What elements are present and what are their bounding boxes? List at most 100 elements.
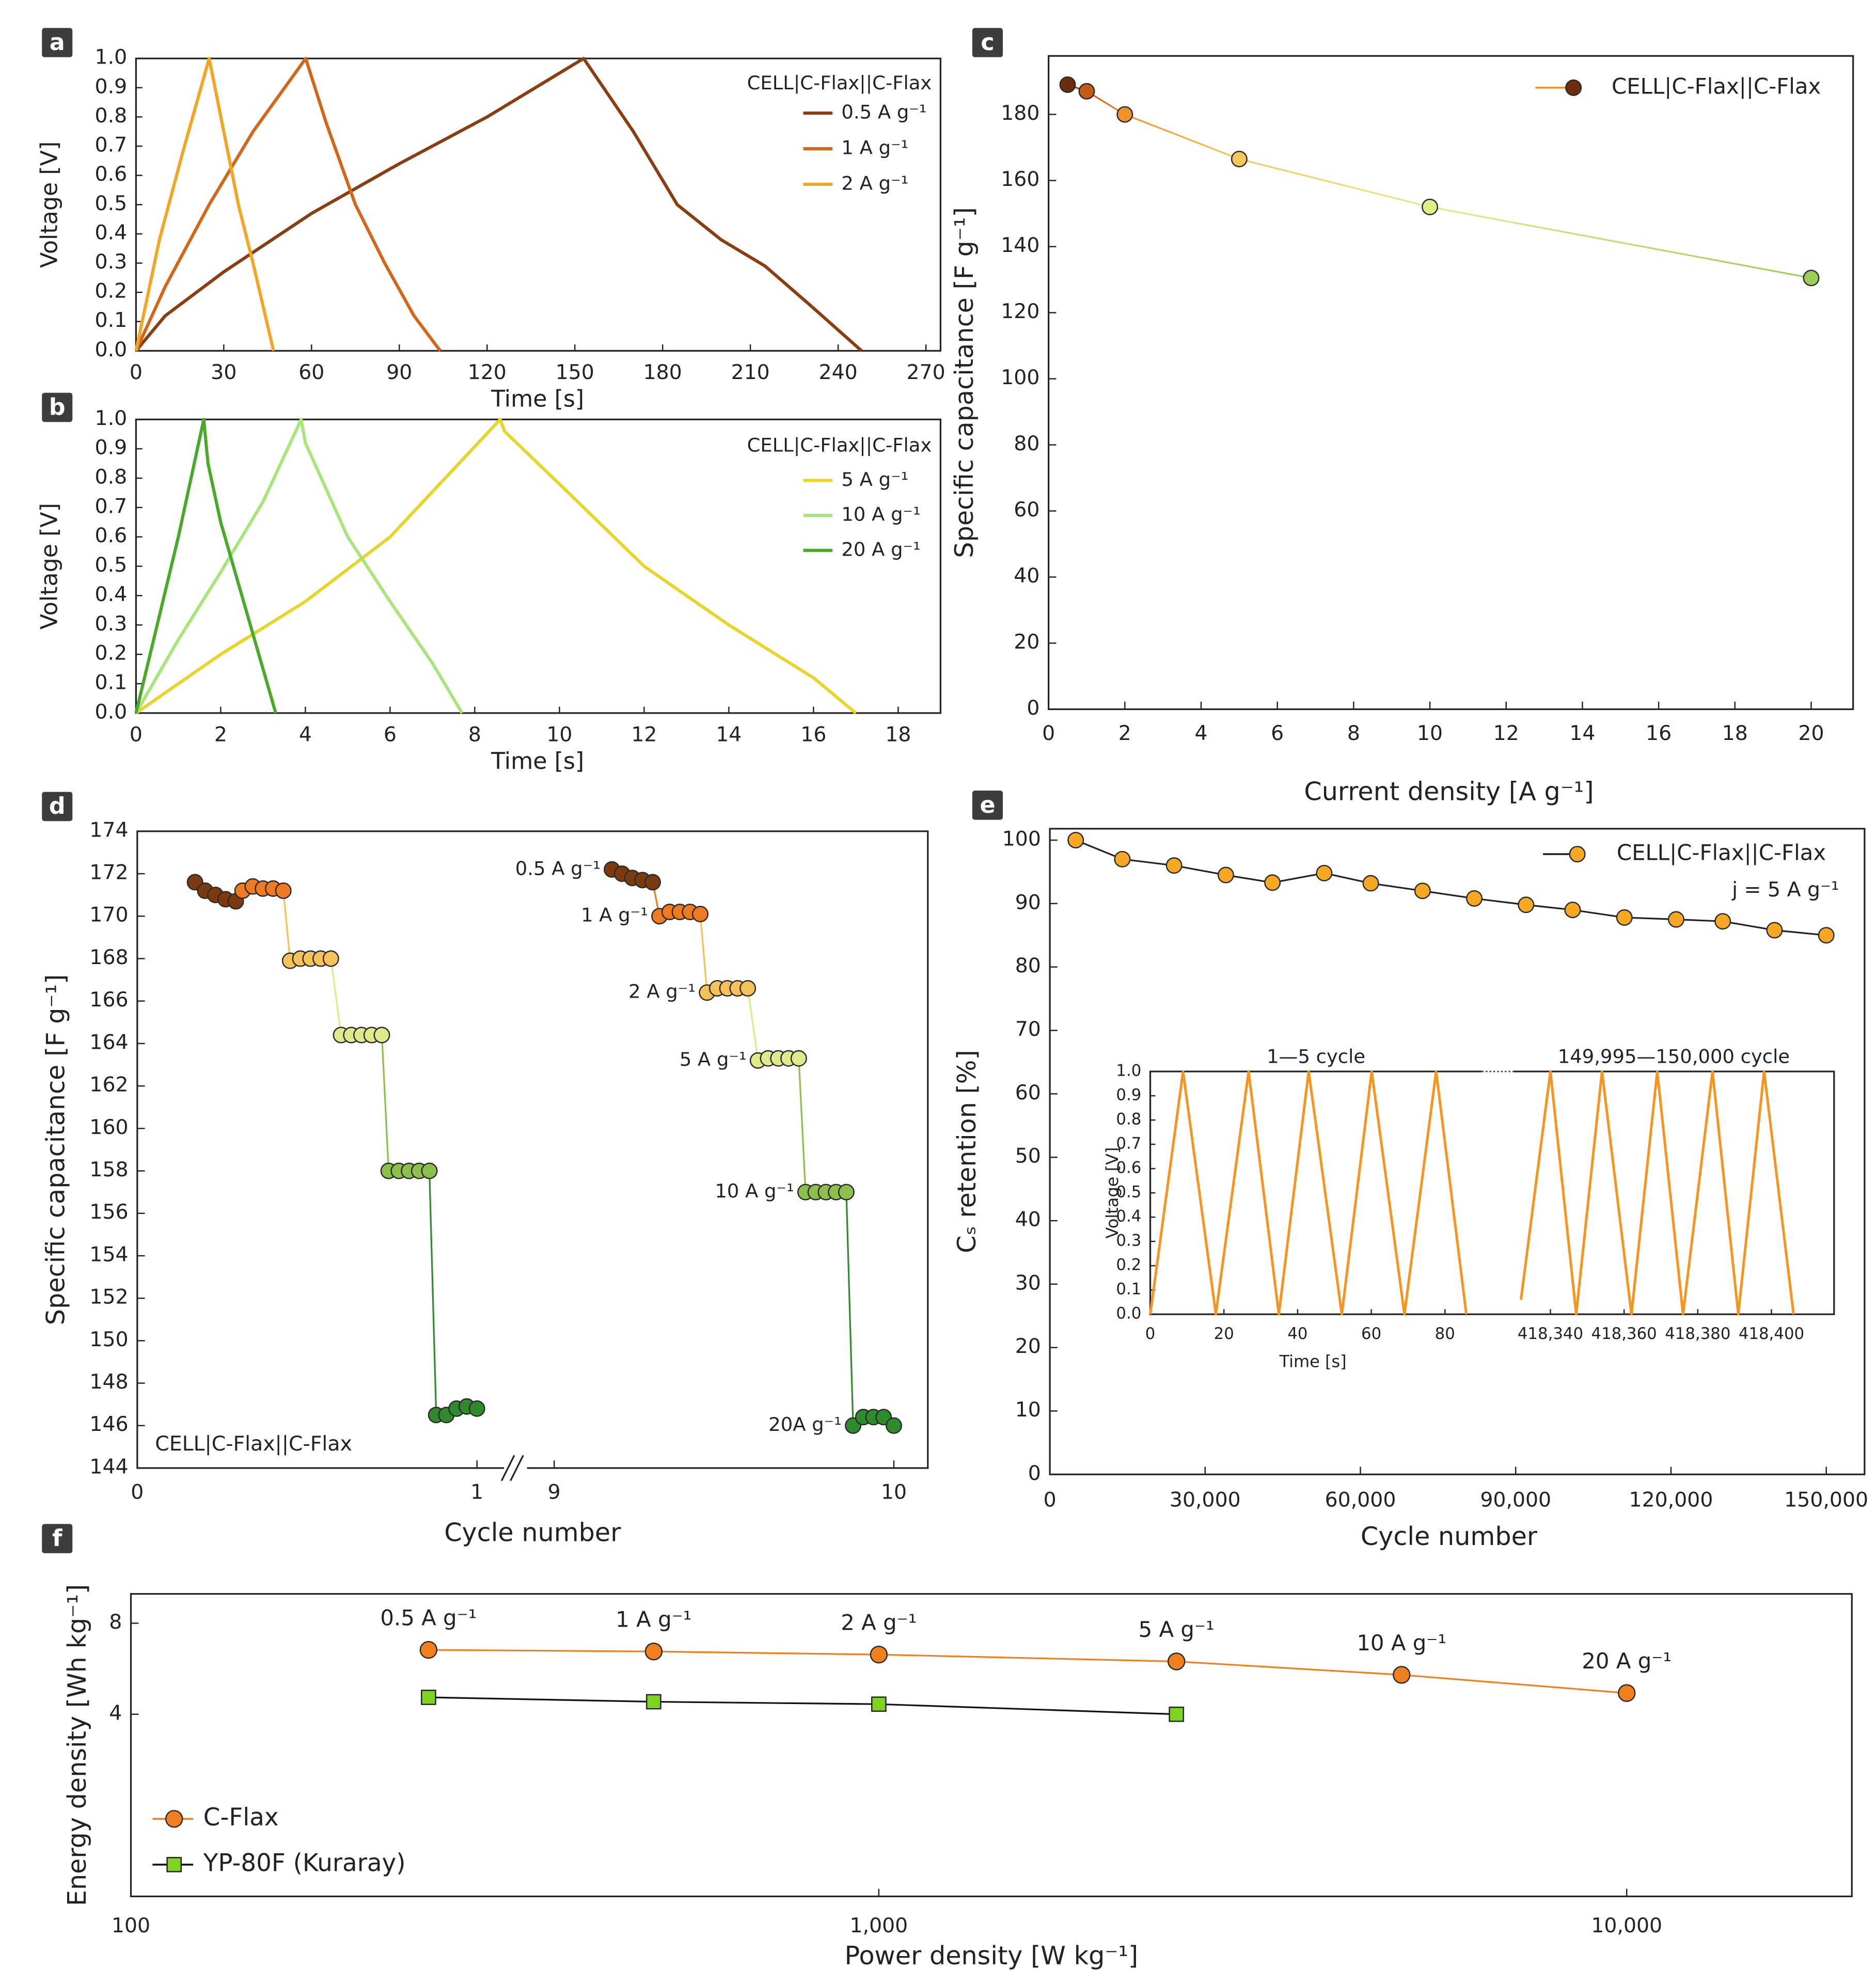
y-tick-label: 150 — [89, 1328, 128, 1351]
series-connector — [330, 958, 342, 1035]
data-point — [739, 980, 756, 997]
x-tick-label: 12 — [1493, 721, 1519, 745]
y-tick-label: 0.2 — [95, 279, 128, 303]
y-tick-label: 0.7 — [95, 494, 128, 518]
data-point — [1168, 1652, 1186, 1670]
y-tick-label: 90 — [1015, 890, 1041, 914]
x-tick-label: 240 — [819, 360, 858, 384]
x-tick-label: 418,400 — [1739, 1325, 1804, 1343]
y-tick-label: 0.1 — [95, 308, 128, 332]
y-tick-label: 40 — [1015, 1207, 1041, 1231]
series-line — [1075, 839, 1826, 936]
y-tick-label: 0.1 — [95, 671, 128, 695]
y-tick-label: 1.0 — [1116, 1061, 1141, 1080]
x-tick-label: 150,000 — [1784, 1488, 1868, 1511]
series-label: 20A g⁻¹ — [768, 1413, 842, 1436]
y-tick-label: 0.5 — [95, 192, 128, 215]
x-tick-label: 270 — [907, 360, 945, 384]
point-label: 10 A g⁻¹ — [1357, 1630, 1446, 1656]
x-tick-label: 20 — [1214, 1325, 1234, 1343]
x-tick-label: 4 — [299, 723, 312, 747]
y-tick-label: 0.0 — [95, 700, 128, 723]
y-tick-label: 30 — [1015, 1271, 1041, 1295]
data-point — [790, 1050, 807, 1067]
y-tick-label: 100 — [1001, 366, 1039, 389]
panel-label: b — [49, 394, 66, 420]
legend-marker — [166, 1857, 182, 1872]
y-tick-label: 152 — [89, 1285, 128, 1309]
point-label: 2 A g⁻¹ — [841, 1610, 917, 1635]
legend-label: CELL|C-Flax||C-Flax — [1617, 840, 1826, 865]
y-tick-label: 1.0 — [95, 406, 128, 430]
y-tick-label: 80 — [1015, 954, 1041, 978]
x-tick-label: 8 — [1347, 721, 1360, 745]
data-point — [1078, 83, 1095, 100]
data-point — [421, 1162, 438, 1179]
y-tick-label: 4 — [109, 1701, 122, 1725]
data-point — [1518, 896, 1535, 913]
point-label: 20 A g⁻¹ — [1582, 1648, 1672, 1674]
data-point — [1316, 864, 1333, 881]
y-tick-label: 0.2 — [95, 641, 128, 665]
x-tick-label: 0 — [131, 1480, 144, 1504]
legend-marker — [1569, 846, 1586, 863]
y-tick-label: 0.4 — [95, 582, 128, 606]
y-tick-label: 0.8 — [95, 104, 128, 128]
x-tick-label: 150 — [556, 360, 594, 384]
x-tick-label: 0 — [1044, 1488, 1057, 1511]
panel-label-box — [42, 28, 73, 57]
data-point — [1393, 1666, 1411, 1684]
y-tick-label: 168 — [89, 945, 128, 969]
x-tick-label: 14 — [1569, 721, 1595, 745]
series-label: 2 A g⁻¹ — [628, 981, 696, 1003]
annotation: CELL|C-Flax||C-Flax — [155, 1432, 352, 1456]
data-point — [322, 950, 339, 967]
y-tick-label: 80 — [1014, 432, 1039, 455]
y-tick-label: 170 — [89, 903, 128, 927]
annotation: j = 5 A g⁻¹ — [1731, 878, 1839, 902]
legend-label: YP-80F (Kuraray) — [203, 1849, 406, 1877]
x-tick-label: 10,000 — [1591, 1914, 1662, 1937]
y-tick-label: 0.9 — [95, 74, 128, 98]
series-line — [134, 418, 464, 714]
panel-label: d — [49, 793, 66, 819]
panel-label: e — [980, 792, 995, 818]
series-line — [1149, 1070, 1795, 1316]
legend-marker — [165, 1810, 183, 1828]
y-axis-label: Specific capacitance [F g⁻¹] — [40, 974, 70, 1326]
panel-label: f — [52, 1525, 62, 1552]
y-tick-label: 0.9 — [1116, 1086, 1141, 1105]
y-tick-label: 172 — [89, 860, 128, 884]
x-tick-label: 0 — [130, 360, 143, 384]
x-tick-label: 40 — [1287, 1325, 1307, 1343]
y-tick-label: 0.6 — [95, 162, 128, 186]
plot-frame — [1048, 55, 1854, 711]
x-tick-label: 0 — [1145, 1325, 1156, 1343]
series-connector — [845, 1192, 854, 1426]
segment-title: 1—5 cycle — [1267, 1045, 1365, 1067]
series-label: 1 A g⁻¹ — [581, 904, 648, 926]
y-tick-label: 0.9 — [95, 436, 128, 460]
x-tick-label: 14 — [716, 723, 742, 747]
data-point — [1818, 927, 1835, 944]
legend-label: 20 A g⁻¹ — [841, 538, 920, 560]
panel-label: a — [50, 29, 65, 56]
series-line — [428, 1696, 1177, 1715]
y-axis-label: Voltage [V] — [36, 503, 62, 629]
y-tick-label: 0.8 — [1116, 1110, 1141, 1129]
data-point — [1564, 902, 1581, 919]
y-tick-label: 100 — [1002, 827, 1041, 850]
x-axis-label: Cycle number — [444, 1517, 621, 1547]
y-tick-label: 0.8 — [95, 465, 128, 488]
series-line — [134, 57, 442, 352]
data-point — [373, 1027, 390, 1044]
legend-label: 1 A g⁻¹ — [841, 136, 908, 159]
x-tick-label: 100 — [112, 1914, 150, 1937]
panel-label: c — [981, 29, 994, 56]
y-tick-label: 0.0 — [95, 338, 128, 361]
legend-label: 5 A g⁻¹ — [841, 468, 908, 491]
point-label: 5 A g⁻¹ — [1139, 1617, 1215, 1642]
x-tick-label: 180 — [643, 360, 682, 384]
legend-marker — [1565, 79, 1582, 96]
series-line — [135, 57, 863, 352]
